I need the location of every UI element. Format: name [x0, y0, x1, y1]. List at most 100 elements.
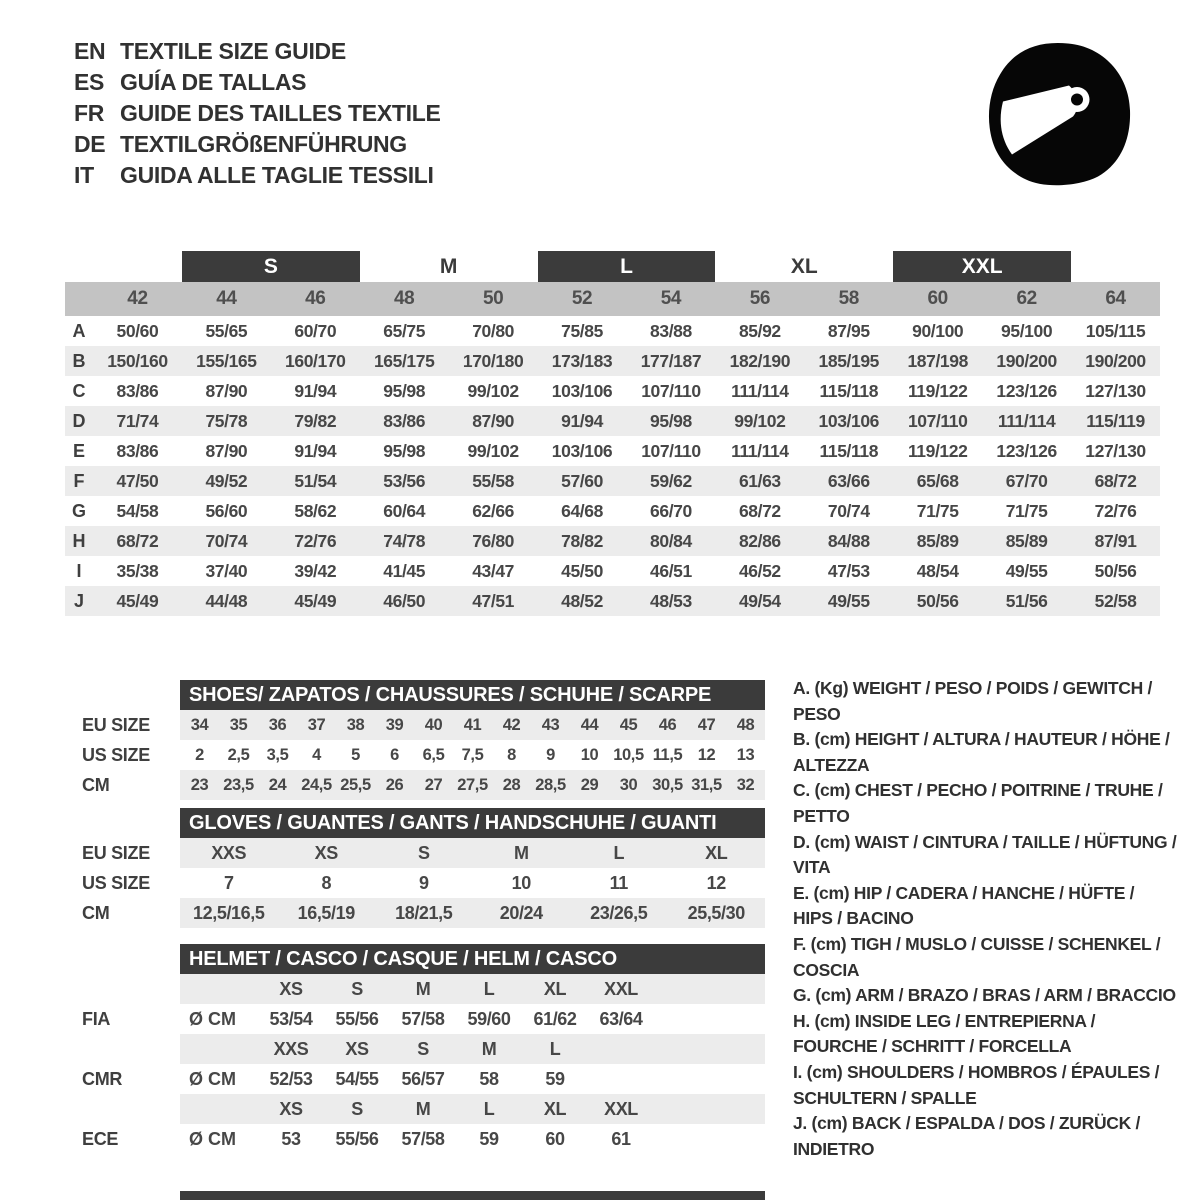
helmet-value-cell: 57/58 — [401, 1128, 445, 1149]
size-cell: 46/50 — [383, 590, 426, 611]
size-cell: 61/63 — [738, 470, 781, 491]
helmet-value-cell: 58 — [479, 1068, 499, 1089]
size-group-xxl: XXL — [893, 251, 1072, 282]
size-cell: 111/114 — [731, 380, 789, 401]
size-cell: 90/100 — [912, 320, 964, 341]
shoe-size-cell: 6,5 — [422, 745, 445, 764]
size-cell: 87/91 — [1094, 530, 1137, 551]
shoe-size-cell: 40 — [424, 715, 443, 734]
shoe-size-cell: 39 — [385, 715, 404, 734]
shoe-size-cell: 6 — [390, 745, 399, 764]
glove-size-cell: 18/21,5 — [395, 902, 453, 923]
legend-item: I. (cm) SHOULDERS / HOMBROS / ÉPAULES / … — [793, 1061, 1160, 1108]
size-cell: 82/86 — [738, 530, 781, 551]
measurement-legend: A. (Kg) WEIGHT / PESO / POIDS / GEWITCH … — [793, 676, 1177, 1162]
helmet-value-cell: 55/56 — [335, 1008, 379, 1029]
numeric-size-cell: 44 — [216, 288, 237, 309]
size-cell: 59/62 — [650, 470, 692, 491]
size-cell: 107/110 — [641, 440, 701, 461]
textile-measurement-table: A 50/60 55/65 60/70 65/75 70/80 75/85 83/88 85/9… — [65, 316, 1160, 616]
row-label: US SIZE — [82, 744, 150, 765]
size-cell: 165/175 — [373, 350, 435, 371]
row-letter: J — [73, 590, 84, 611]
size-cell: 95/98 — [383, 440, 426, 461]
shoe-size-cell: 47 — [697, 715, 716, 734]
numeric-size-cell: 42 — [127, 288, 148, 309]
shoe-size-cell: 8 — [507, 745, 516, 764]
helmet-size-cell: XXL — [604, 1098, 638, 1119]
size-cell: 68/72 — [1094, 470, 1137, 491]
size-cell: 71/74 — [116, 410, 159, 431]
legend-item: C. (cm) CHEST / PECHO / POITRINE / TRUHE… — [793, 780, 1163, 826]
helmet-value-cell: 54/55 — [335, 1068, 379, 1089]
row-values: XXS XS S M L XL — [180, 838, 765, 868]
glove-size-cell: 20/24 — [499, 902, 543, 923]
size-cell: 95/98 — [383, 380, 426, 401]
helmet-value-cell: 56/57 — [401, 1068, 445, 1089]
size-cell: 123/126 — [996, 380, 1057, 401]
glove-size-cell: XS — [314, 842, 339, 863]
glove-size-cell: L — [613, 842, 625, 863]
shoe-size-cell: 26 — [385, 775, 404, 794]
size-group-l: L — [537, 251, 716, 282]
size-cell: 35/38 — [116, 560, 159, 581]
size-cell: 190/200 — [996, 350, 1057, 371]
shoe-size-cell: 2,5 — [227, 745, 250, 764]
numeric-size-cell: 62 — [1016, 288, 1037, 309]
size-cell: 83/86 — [383, 410, 426, 431]
helmet-sizes-row: XS S M L XL XXL — [65, 1094, 765, 1124]
glove-size-cell: M — [513, 842, 529, 863]
size-cell: 87/95 — [827, 320, 870, 341]
glove-size-cell: 12,5/16,5 — [193, 902, 265, 923]
size-cell: 83/88 — [650, 320, 692, 341]
size-cell: 47/53 — [827, 560, 870, 581]
measure-row: US SIZE 7 8 9 10 11 12 — [65, 868, 765, 898]
size-cell: 57/60 — [561, 470, 603, 491]
shoe-size-cell: 5 — [351, 745, 360, 764]
size-cell: 185/195 — [818, 350, 880, 371]
size-cell: 71/75 — [1005, 500, 1048, 521]
row-letter: B — [72, 350, 86, 371]
helmet-values-row: FIA Ø CM 53/54 55/56 57/58 59/60 61/62 63/64 — [65, 1004, 765, 1034]
size-cell: 87/90 — [205, 440, 248, 461]
helmet-value-cell: 57/58 — [401, 1008, 445, 1029]
size-cell: 91/94 — [294, 440, 337, 461]
glove-size-cell: S — [417, 842, 430, 863]
language-header: EN TEXTILE SIZE GUIDE ES GUÍA DE TALLAS FR GU… — [74, 36, 441, 191]
shoe-size-cell: 23,5 — [223, 775, 254, 794]
shoe-size-cell: 13 — [736, 745, 755, 764]
size-cell: 85/92 — [738, 320, 781, 341]
shoe-size-cell: 30 — [619, 775, 638, 794]
helmet-size-cell: XS — [279, 978, 303, 999]
row-label: US SIZE — [82, 872, 150, 893]
shoe-size-cell: 9 — [546, 745, 555, 764]
size-cell: 48/52 — [561, 590, 603, 611]
textile-row-i: I 35/38 37/40 39/42 41/45 43/47 45/50 46/51 46/5… — [65, 556, 1160, 586]
size-cell: 170/180 — [462, 350, 524, 371]
size-cell: 75/85 — [561, 320, 603, 341]
helmet-size-cell: XS — [279, 1098, 303, 1119]
shoe-size-cell: 46 — [658, 715, 677, 734]
size-cell: 127/130 — [1085, 380, 1146, 401]
gloves-size-table: EU SIZE XXS XS S M L XL US SIZE 7 8 9 10 11 12 CM 12,5/… — [65, 838, 765, 928]
legend-item: B. (cm) HEIGHT / ALTURA / HAUTEUR / HÖHE… — [793, 729, 1170, 775]
shoe-size-cell: 23 — [190, 775, 209, 794]
size-cell: 99/102 — [734, 410, 786, 431]
shoe-size-cell: 27,5 — [457, 775, 488, 794]
shoe-size-cell: 25,5 — [340, 775, 371, 794]
numeric-size-cell: 58 — [838, 288, 860, 309]
size-cell: 71/75 — [916, 500, 959, 521]
row-label: CM — [82, 902, 110, 923]
size-cell: 45/49 — [294, 590, 337, 611]
shoe-size-cell: 48 — [736, 715, 755, 734]
size-cell: 72/76 — [1094, 500, 1137, 521]
numeric-size-cell: 52 — [571, 288, 593, 309]
size-cell: 95/98 — [650, 410, 692, 431]
row-letter: C — [72, 380, 86, 401]
size-cell: 39/42 — [294, 560, 337, 581]
shoe-size-cell: 29 — [580, 775, 599, 794]
size-cell: 49/55 — [827, 590, 870, 611]
helmet-value-cell: 59 — [479, 1128, 499, 1149]
shoe-size-cell: 24,5 — [301, 775, 332, 794]
size-cell: 115/118 — [819, 440, 879, 461]
